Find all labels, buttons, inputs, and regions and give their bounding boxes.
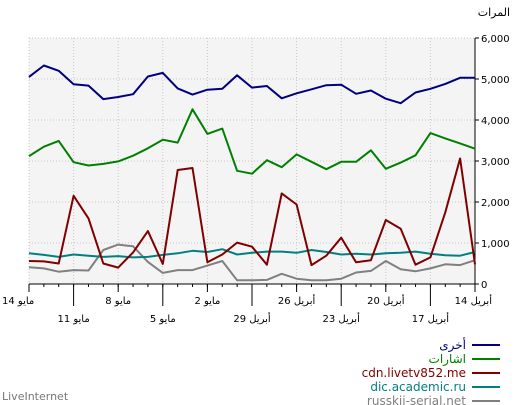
- series-lines: [28, 64, 476, 282]
- y-tick-label: 3,000: [481, 157, 510, 168]
- y-tick-label: 6,000: [481, 34, 510, 45]
- y-axis-label: المرات: [478, 6, 510, 19]
- y-tick-label: 5,000: [481, 75, 510, 86]
- y-tick-label: 2,000: [481, 198, 510, 209]
- series-line: [28, 248, 476, 259]
- y-tick-label: 4,000: [481, 116, 510, 127]
- x-tick-label: 14 أبريل: [455, 294, 493, 307]
- legend-label: أخرى: [439, 337, 466, 353]
- x-tick-label: 29 أبريل: [233, 312, 271, 325]
- brand-label: LiveInternet: [2, 390, 69, 403]
- legend: أخرىاشاراتcdn.livetv852.medic.academic.r…: [362, 337, 500, 405]
- x-tick-label: 2 مايو: [194, 296, 220, 307]
- legend-label: russkii-serial.net: [367, 394, 466, 405]
- x-tick-label: 14 مايو: [2, 296, 34, 307]
- x-tick-label: 5 مايو: [150, 314, 176, 325]
- x-tick-label: 8 مايو: [105, 296, 131, 307]
- x-axis: 14 مايو 8 مايو 2 مايو 26 أبريل 20 أبريل 14 أب…: [2, 283, 493, 325]
- y-tick-label: 1,000: [481, 239, 510, 250]
- x-tick-label: 26 أبريل: [278, 294, 316, 307]
- legend-label: dic.academic.ru: [370, 380, 466, 394]
- legend-label: cdn.livetv852.me: [362, 366, 466, 380]
- series-line: [28, 108, 476, 175]
- y-axis: 0 1,000 2,000 3,000 4,000 5,000 6,000: [474, 34, 510, 291]
- x-tick-label: 20 أبريل: [367, 294, 405, 307]
- series-line: [28, 64, 475, 105]
- x-tick-label: 17 أبريل: [412, 312, 450, 325]
- series-line: [28, 157, 476, 269]
- legend-label: اشارات: [429, 352, 466, 367]
- series-line: [28, 243, 476, 282]
- y-tick-label: 0: [481, 280, 487, 291]
- x-tick-label: 23 أبريل: [323, 312, 361, 325]
- x-tick-label: 11 مايو: [57, 314, 89, 325]
